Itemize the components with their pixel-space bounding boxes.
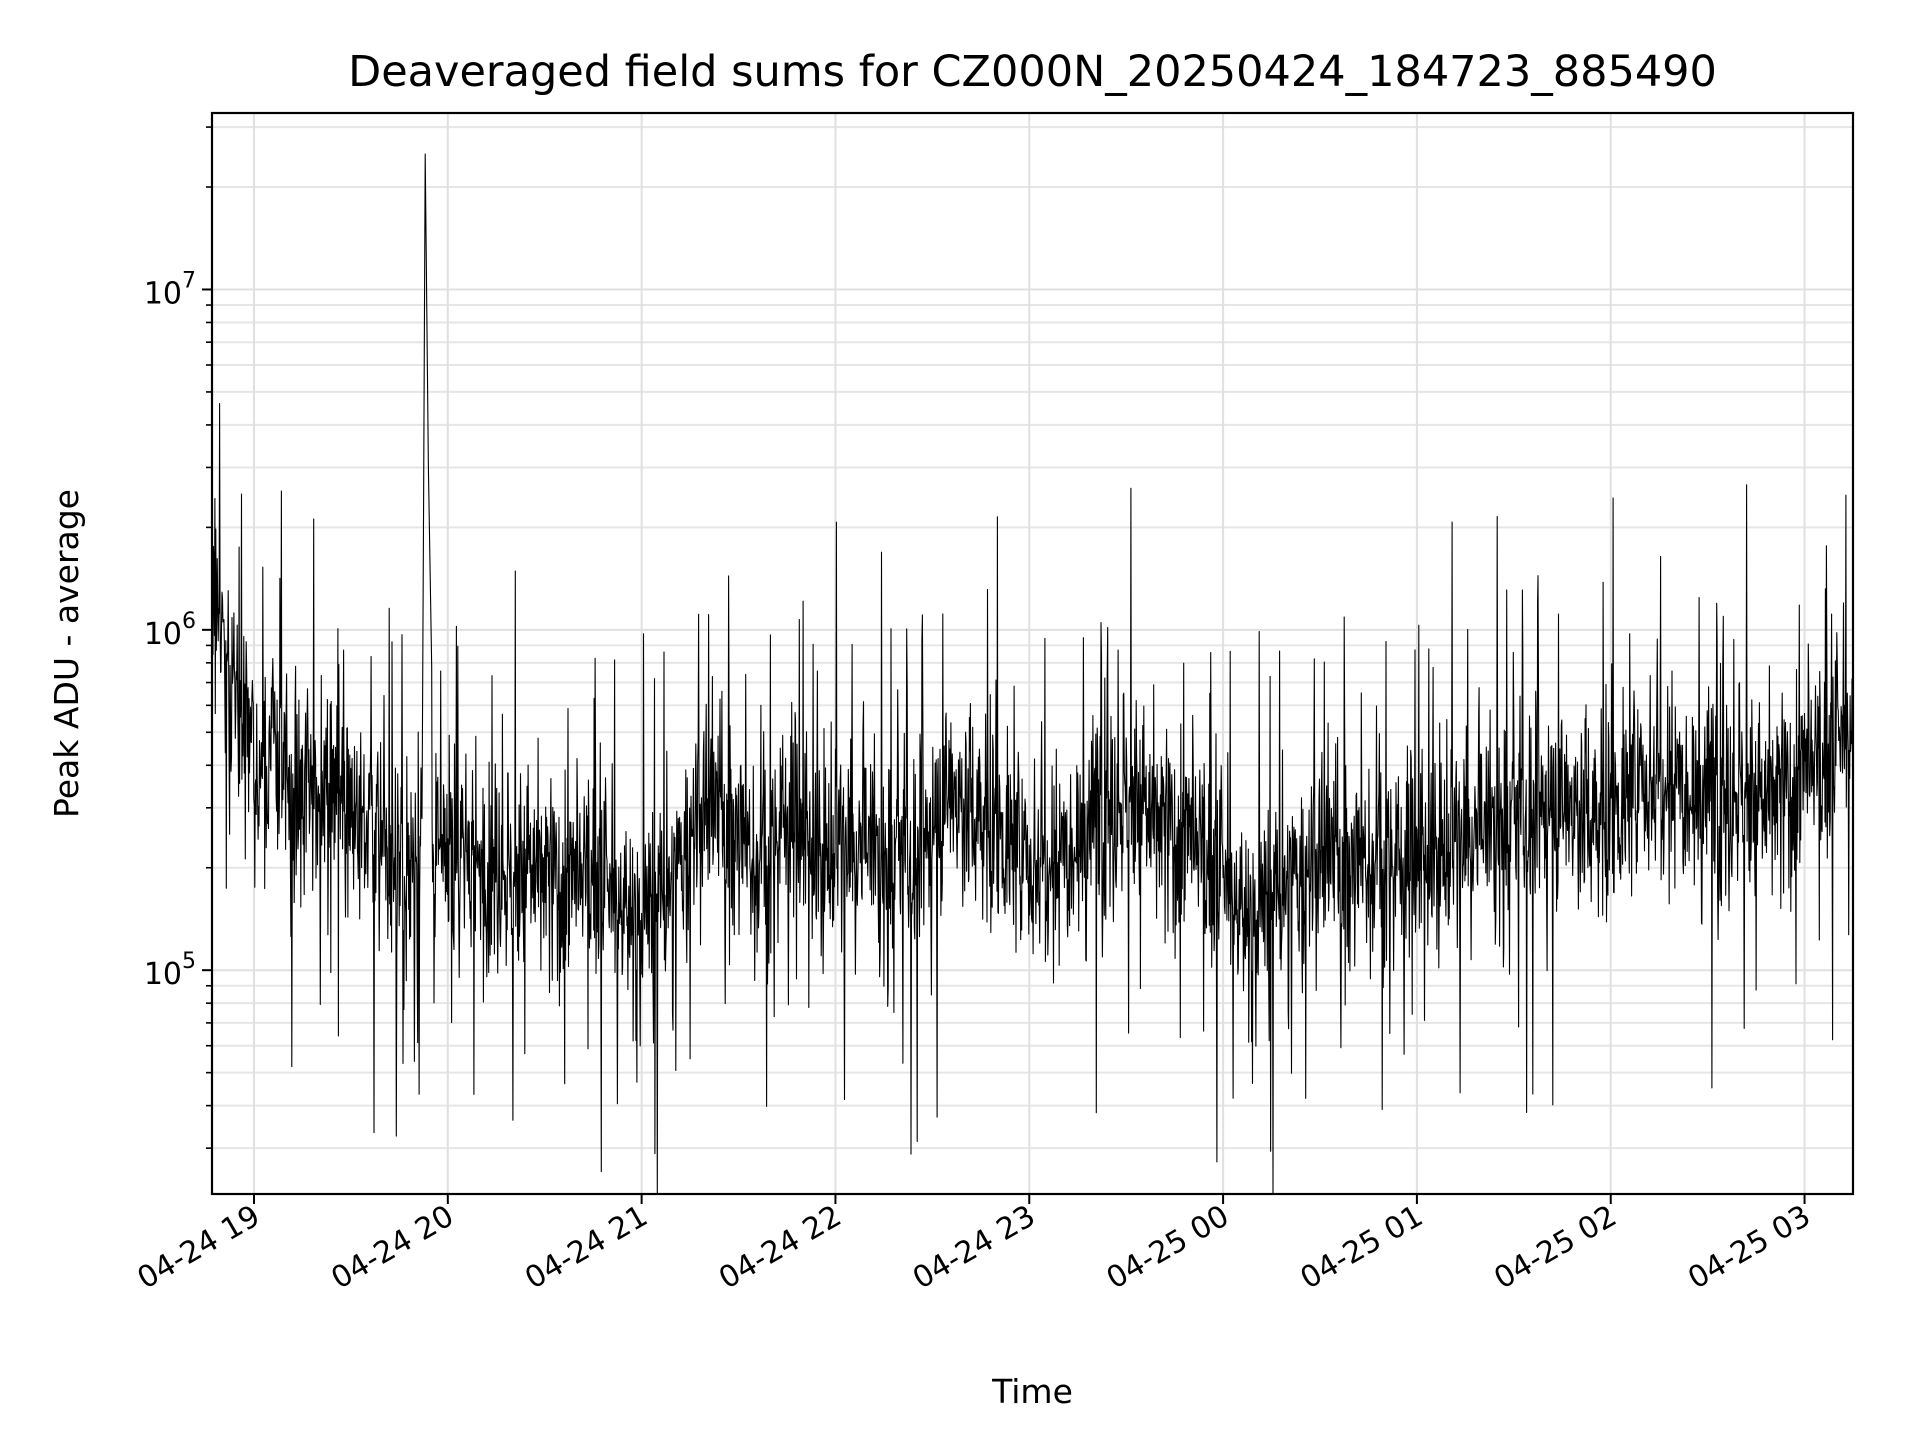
x-tick-label: 04-25 03 (1682, 1199, 1816, 1297)
x-tick-label: 04-24 19 (132, 1199, 266, 1297)
grid (212, 113, 1853, 1194)
plot-frame (210, 111, 1855, 1196)
plot-area (212, 113, 1853, 1194)
x-tick-label: 04-25 00 (1101, 1199, 1235, 1297)
y-tick-label: 105 (144, 949, 196, 992)
series-layer (211, 153, 1854, 1195)
y-axis-title: Peak ADU - average (47, 489, 86, 818)
series-line (211, 153, 1854, 1195)
x-tick-label: 04-25 01 (1295, 1199, 1429, 1297)
x-axis-title: Time (991, 1372, 1073, 1411)
x-tick-label: 04-24 20 (325, 1199, 459, 1297)
chart-title: Deaveraged field sums for CZ000N_2025042… (348, 47, 1717, 97)
x-tick-label: 04-24 21 (519, 1199, 653, 1297)
x-tick-label: 04-25 02 (1488, 1199, 1622, 1297)
y-tick-label: 106 (144, 609, 196, 652)
x-tick-label: 04-24 22 (713, 1199, 847, 1297)
y-tick-label: 107 (144, 268, 196, 311)
x-tick-label: 04-24 23 (907, 1199, 1041, 1297)
